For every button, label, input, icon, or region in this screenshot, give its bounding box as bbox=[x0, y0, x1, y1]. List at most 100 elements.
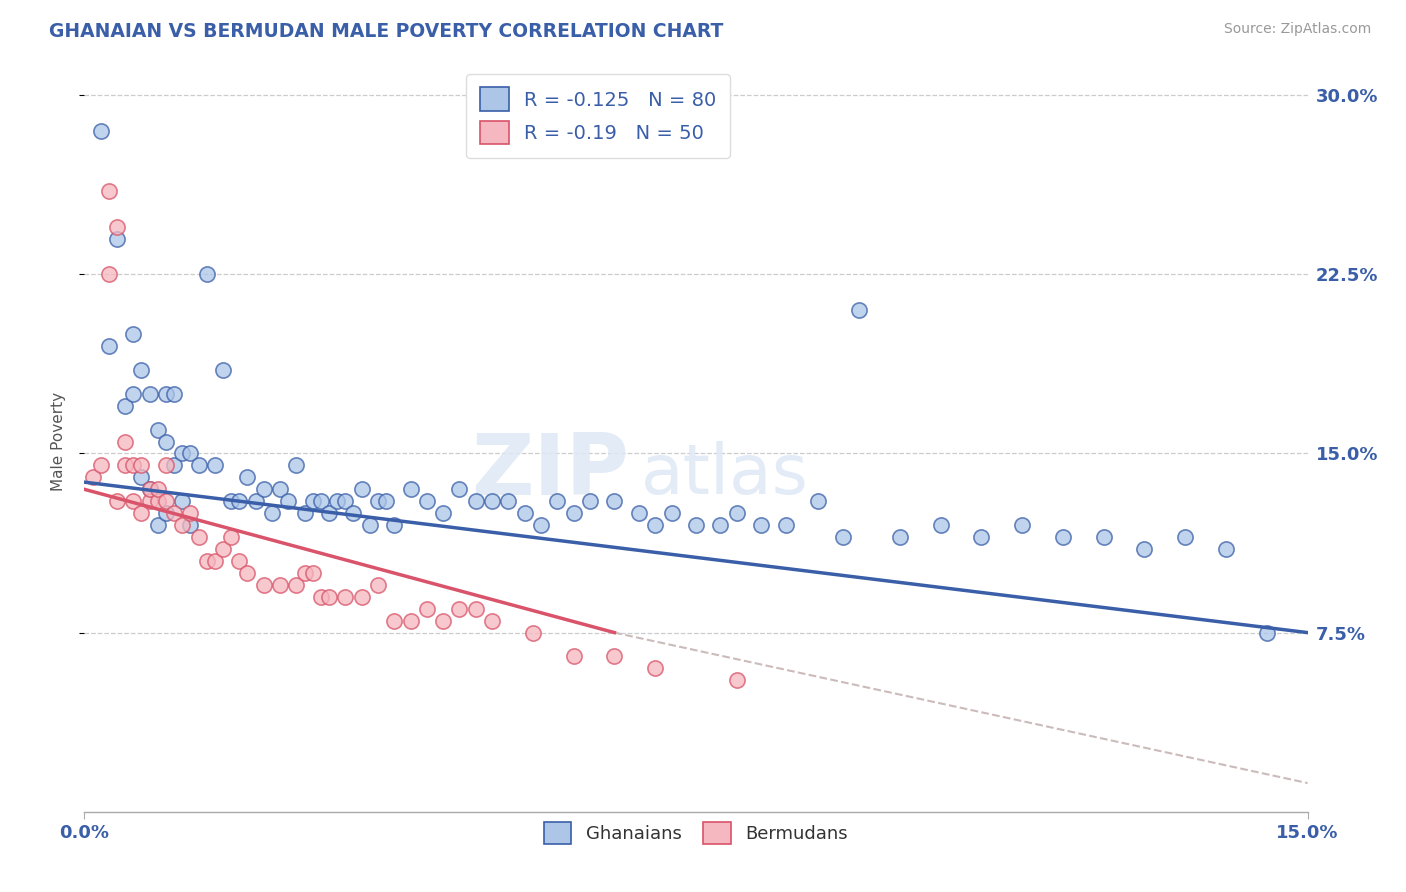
Text: ZIP: ZIP bbox=[471, 430, 628, 513]
Point bbox=[399, 614, 422, 628]
Point bbox=[831, 530, 853, 544]
Point bbox=[1011, 518, 1033, 533]
Point bbox=[122, 494, 145, 508]
Point bbox=[481, 614, 503, 628]
Point bbox=[204, 554, 226, 568]
Point bbox=[155, 494, 177, 508]
Point bbox=[1256, 625, 1278, 640]
Point bbox=[212, 541, 235, 556]
Point bbox=[294, 566, 316, 580]
Text: Source: ZipAtlas.com: Source: ZipAtlas.com bbox=[1223, 22, 1371, 37]
Point bbox=[219, 530, 242, 544]
Point bbox=[416, 601, 439, 615]
Point bbox=[179, 446, 201, 460]
Point bbox=[725, 506, 748, 520]
Point bbox=[367, 494, 389, 508]
Y-axis label: Male Poverty: Male Poverty bbox=[51, 392, 66, 491]
Point bbox=[970, 530, 993, 544]
Point bbox=[90, 124, 112, 138]
Text: GHANAIAN VS BERMUDAN MALE POVERTY CORRELATION CHART: GHANAIAN VS BERMUDAN MALE POVERTY CORREL… bbox=[49, 22, 724, 41]
Point bbox=[236, 566, 259, 580]
Point bbox=[644, 518, 666, 533]
Point bbox=[114, 458, 136, 473]
Point bbox=[82, 470, 104, 484]
Point bbox=[187, 458, 209, 473]
Point bbox=[219, 494, 242, 508]
Point bbox=[562, 649, 585, 664]
Point bbox=[253, 578, 276, 592]
Point bbox=[318, 590, 340, 604]
Point bbox=[359, 518, 381, 533]
Point bbox=[350, 590, 373, 604]
Point bbox=[212, 363, 235, 377]
Point bbox=[1174, 530, 1197, 544]
Point bbox=[513, 506, 536, 520]
Point bbox=[269, 483, 291, 497]
Point bbox=[481, 494, 503, 508]
Point bbox=[709, 518, 731, 533]
Point bbox=[661, 506, 683, 520]
Point bbox=[382, 614, 405, 628]
Point bbox=[318, 506, 340, 520]
Point bbox=[155, 506, 177, 520]
Point bbox=[204, 458, 226, 473]
Point bbox=[122, 458, 145, 473]
Point bbox=[187, 530, 209, 544]
Point bbox=[848, 303, 870, 318]
Point bbox=[163, 506, 186, 520]
Point bbox=[195, 268, 218, 282]
Point bbox=[350, 483, 373, 497]
Point bbox=[155, 458, 177, 473]
Point bbox=[195, 554, 218, 568]
Point bbox=[277, 494, 299, 508]
Point bbox=[367, 578, 389, 592]
Point bbox=[138, 483, 160, 497]
Point bbox=[309, 590, 332, 604]
Point bbox=[375, 494, 398, 508]
Point bbox=[131, 458, 153, 473]
Point bbox=[522, 625, 544, 640]
Point bbox=[131, 363, 153, 377]
Point bbox=[172, 518, 194, 533]
Point bbox=[464, 494, 486, 508]
Point bbox=[464, 601, 486, 615]
Point bbox=[105, 219, 128, 234]
Point bbox=[1092, 530, 1115, 544]
Point bbox=[603, 649, 626, 664]
Point bbox=[146, 518, 169, 533]
Point bbox=[603, 494, 626, 508]
Point bbox=[114, 399, 136, 413]
Point bbox=[105, 494, 128, 508]
Point bbox=[301, 494, 323, 508]
Point bbox=[294, 506, 316, 520]
Point bbox=[807, 494, 830, 508]
Point bbox=[122, 327, 145, 342]
Point bbox=[285, 578, 308, 592]
Point bbox=[114, 434, 136, 449]
Point bbox=[326, 494, 349, 508]
Point bbox=[163, 458, 186, 473]
Point bbox=[97, 339, 120, 353]
Point bbox=[725, 673, 748, 688]
Point bbox=[245, 494, 267, 508]
Point bbox=[382, 518, 405, 533]
Point bbox=[228, 494, 250, 508]
Point bbox=[685, 518, 707, 533]
Point bbox=[131, 506, 153, 520]
Point bbox=[138, 386, 160, 401]
Point bbox=[749, 518, 772, 533]
Point bbox=[131, 470, 153, 484]
Point bbox=[644, 661, 666, 675]
Point bbox=[399, 483, 422, 497]
Point bbox=[335, 590, 357, 604]
Point bbox=[146, 483, 169, 497]
Point bbox=[546, 494, 568, 508]
Point bbox=[163, 386, 186, 401]
Point bbox=[1052, 530, 1074, 544]
Point bbox=[236, 470, 259, 484]
Point bbox=[146, 423, 169, 437]
Point bbox=[579, 494, 602, 508]
Point bbox=[449, 601, 471, 615]
Point bbox=[138, 483, 160, 497]
Point bbox=[179, 518, 201, 533]
